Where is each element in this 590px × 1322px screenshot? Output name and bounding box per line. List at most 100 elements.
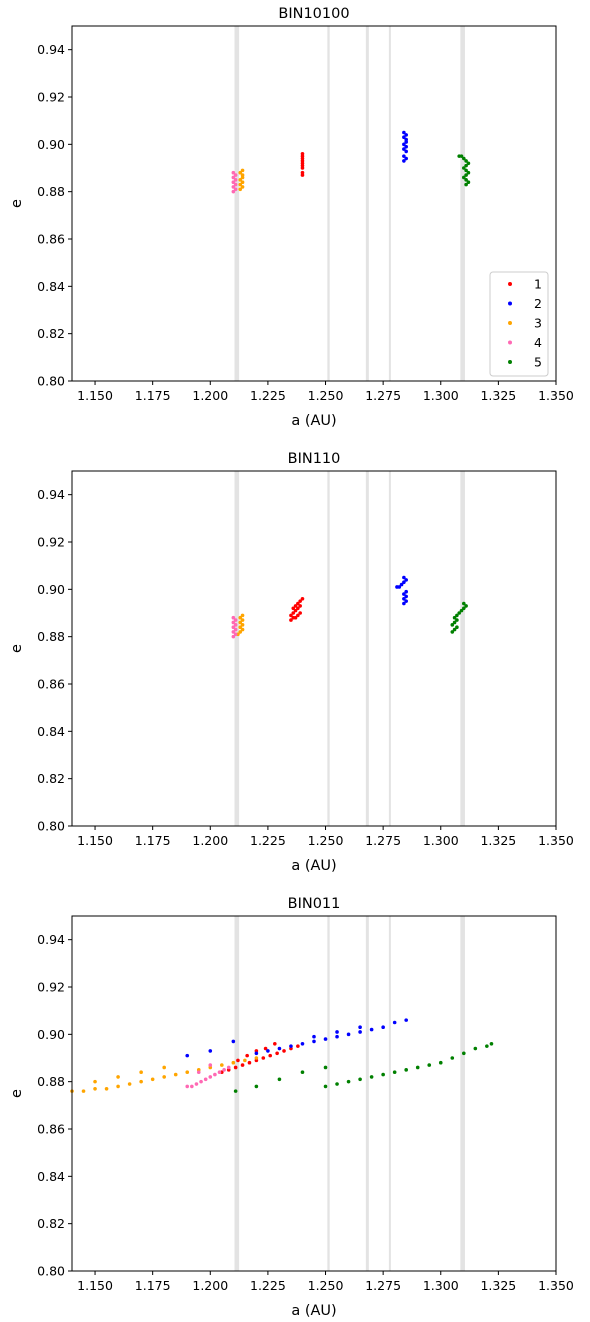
y-tick-label: 0.92 [37,90,65,105]
series-4 [231,615,238,639]
y-tick-label: 0.80 [37,819,65,834]
x-tick-label: 1.275 [365,833,401,848]
data-point [194,1082,199,1086]
resonance-band [234,916,240,1271]
data-point [185,1053,190,1058]
data-point [335,1034,339,1039]
data-point [473,1046,478,1051]
data-point [275,1051,279,1056]
y-tick-label: 0.88 [37,184,65,199]
data-point [116,1075,120,1079]
data-point [233,1065,238,1070]
data-point [296,601,300,606]
data-point [402,147,406,151]
data-point [233,178,238,182]
data-point [127,1082,132,1086]
data-point [300,1042,305,1046]
data-point [452,620,457,625]
data-point [464,604,468,608]
data-point [208,1063,213,1067]
resonance-band [388,916,391,1271]
data-point [466,180,471,184]
resonance-band [365,26,369,381]
data-point [247,1060,252,1065]
data-point [452,627,457,632]
legend-label: 2 [534,296,542,311]
data-point [381,1072,385,1077]
data-point [293,608,298,613]
data-point [404,1018,408,1022]
legend-label: 3 [534,316,542,331]
y-tick-label: 0.92 [37,980,65,995]
y-axis-label: e [9,644,25,653]
data-point [240,627,245,632]
x-tick-label: 1.325 [480,833,516,848]
resonance-band [327,916,330,1271]
legend-label: 5 [534,355,542,370]
data-point [462,175,466,180]
data-point [392,1020,397,1025]
data-point [185,1070,190,1074]
data-point [240,168,245,173]
data-point [217,1070,222,1074]
data-point [296,606,300,611]
x-tick-label: 1.300 [423,833,459,848]
data-point [293,604,298,608]
data-point [415,1065,420,1070]
data-point [450,1056,455,1060]
data-point [300,1070,305,1074]
data-point [150,1077,155,1082]
data-point [261,1056,266,1060]
data-point [233,182,238,187]
resonance-band [388,26,391,381]
data-point [263,1046,268,1051]
data-point [312,1039,316,1044]
data-point [233,627,238,632]
y-tick-label: 0.88 [37,1074,65,1089]
data-point [233,1089,238,1093]
data-point [358,1025,362,1030]
data-point [243,1058,247,1063]
data-point [404,144,408,149]
data-point [323,1084,328,1089]
chart-panel-2: 1.150 1.175 1.200 1.225 1.250 1.275 1.300 1.325… [9,451,574,874]
data-point [233,173,238,177]
data-point [404,578,408,582]
data-point [231,180,236,184]
data-point [404,589,408,594]
x-tick-label: 1.200 [192,1278,228,1293]
data-point [173,1072,178,1077]
resonance-band [388,471,391,826]
resonance-band [234,471,240,826]
x-tick-label: 1.250 [308,833,344,848]
data-point [254,1056,259,1060]
x-tick-label: 1.175 [135,388,171,403]
y-tick-label: 0.84 [37,724,65,739]
data-point [296,1044,300,1048]
data-point [346,1079,351,1084]
data-point [238,182,243,187]
series-5 [450,601,468,634]
data-point [289,1044,293,1048]
data-point [404,133,408,137]
data-point [289,613,293,618]
data-point [464,178,468,182]
data-point [455,613,459,618]
y-tick-label: 0.94 [37,487,65,502]
legend-label: 1 [534,277,542,292]
data-point [277,1077,282,1082]
data-point [402,159,406,163]
resonance-band [365,471,369,826]
data-point [346,1032,351,1037]
data-point [298,599,302,603]
y-tick-label: 0.82 [37,1216,65,1231]
data-point [231,1060,236,1065]
data-point [462,156,466,161]
data-point [240,185,245,189]
x-tick-label: 1.150 [77,833,113,848]
y-tick-label: 0.84 [37,279,65,294]
data-point [240,618,245,622]
data-point [402,580,406,585]
legend-marker [508,340,512,345]
